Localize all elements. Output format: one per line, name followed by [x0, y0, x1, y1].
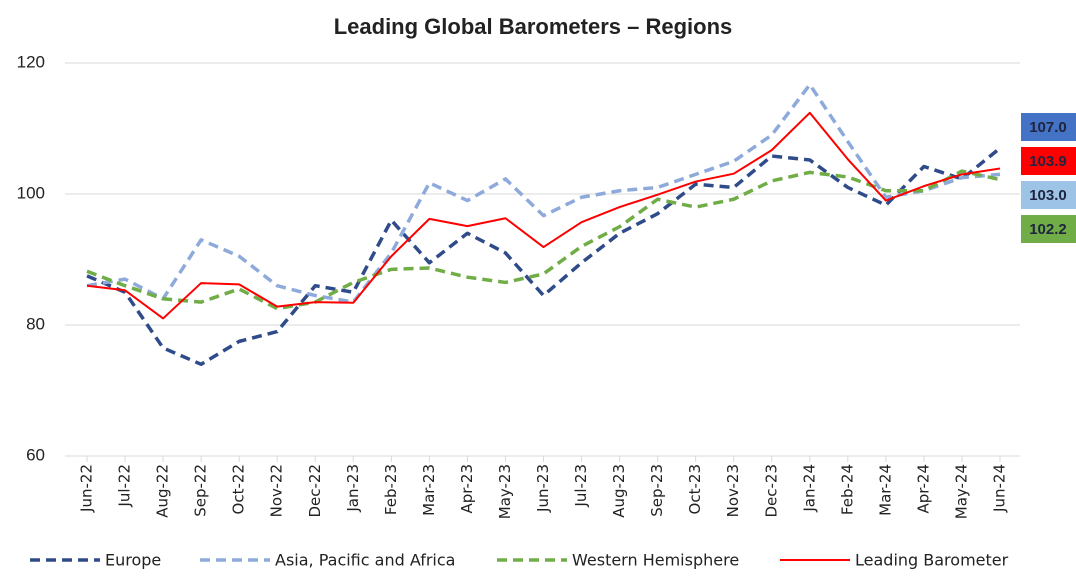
x-tick-label: Aug-22 [154, 464, 172, 518]
legend-label: Leading Barometer [855, 551, 1009, 570]
x-tick-label: Oct-23 [686, 464, 704, 514]
end-label-box [1021, 215, 1076, 243]
x-tick-label: Feb-23 [382, 464, 400, 515]
x-tick-label: Jan-24 [800, 464, 818, 513]
end-label: 103.0 [1029, 187, 1067, 204]
x-tick-label: Oct-22 [230, 464, 248, 514]
x-tick-label: Jul-23 [572, 464, 590, 508]
x-tick-label: Sep-22 [192, 464, 210, 517]
legend-label: Western Hemisphere [572, 551, 739, 570]
x-tick-label: Nov-23 [724, 464, 742, 517]
end-label: 107.0 [1029, 119, 1067, 136]
x-tick-label: Apr-23 [458, 464, 476, 514]
x-tick-label: Jul-22 [116, 464, 134, 508]
series-line [86, 146, 1002, 367]
x-tick-label: Dec-22 [306, 464, 324, 518]
y-tick-label: 100 [17, 183, 45, 202]
y-tick-label: 80 [26, 314, 45, 333]
x-tick-label: May-23 [496, 464, 514, 519]
x-tick-label: Mar-24 [876, 464, 894, 516]
x-tick-label: Apr-24 [914, 464, 932, 514]
end-label-box [1021, 147, 1076, 175]
x-tick-label: Jun-24 [991, 464, 1009, 513]
legend-label: Asia, Pacific and Africa [275, 551, 455, 570]
end-label-box [1021, 181, 1076, 209]
end-label: 103.9 [1029, 153, 1067, 170]
end-label-box [1021, 113, 1076, 141]
x-tick-label: Dec-23 [762, 464, 780, 518]
series-line [86, 169, 1001, 311]
end-label: 102.2 [1029, 221, 1067, 238]
legend-label: Europe [105, 551, 161, 570]
series-line [86, 82, 1001, 304]
y-tick-label: 120 [17, 52, 45, 71]
x-tick-label: Jun-23 [534, 464, 552, 513]
series-line [86, 111, 1001, 320]
x-tick-label: Mar-23 [420, 464, 438, 516]
x-tick-label: May-24 [952, 464, 970, 519]
chart-title: Leading Global Barometers – Regions [334, 14, 733, 39]
x-tick-label: Aug-23 [610, 464, 628, 518]
x-tick-label: Sep-23 [648, 464, 666, 517]
x-tick-label: Jun-22 [78, 464, 96, 513]
x-tick-label: Jan-23 [344, 464, 362, 513]
x-tick-label: Nov-22 [268, 464, 286, 517]
x-tick-label: Feb-24 [838, 464, 856, 515]
y-tick-label: 60 [26, 445, 45, 464]
